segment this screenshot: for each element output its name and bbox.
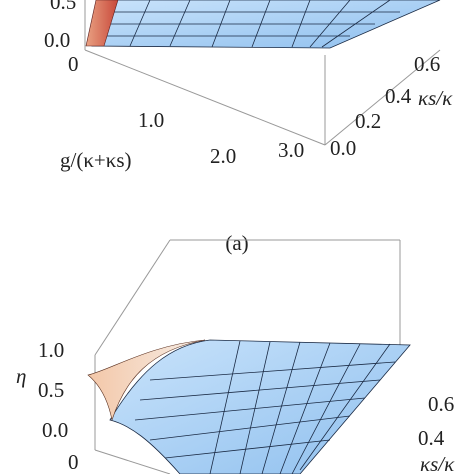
- panel-b: η 1.0 0.5 0.0 0 0.4 0.6 κs/κ: [16, 239, 455, 474]
- box-edge: [94, 449, 171, 474]
- z-axis-label: η: [16, 364, 26, 388]
- y-axis-label: κs/κ: [420, 452, 455, 474]
- box-edge: [84, 49, 326, 146]
- surface-rise: [87, 339, 206, 422]
- y-axis-label: κs/κ: [418, 86, 453, 110]
- z-tick-label: 0.0: [42, 418, 68, 442]
- box-edge: [94, 239, 171, 356]
- surface-peak: [85, 0, 119, 47]
- box-edge: [324, 49, 441, 146]
- x-tick-label: 2.0: [210, 144, 236, 168]
- y-tick-label: 0.2: [355, 109, 381, 133]
- x-tick-label: 0: [68, 450, 79, 474]
- surface-mesh: [134, 340, 396, 474]
- x-tick-label: 1.0: [138, 108, 164, 132]
- caption: (a): [225, 231, 248, 255]
- y-tick-label: 0.6: [428, 392, 454, 416]
- x-tick-label: 0: [68, 52, 79, 76]
- z-tick-label: 1.0: [38, 338, 64, 362]
- x-tick-label: 3.0: [278, 138, 304, 162]
- surface: [109, 339, 411, 474]
- y-tick-label: 0.4: [418, 426, 445, 450]
- y-tick-label: 0.6: [414, 52, 440, 76]
- x-axis-label: g/(κ+κs): [60, 148, 132, 172]
- panel-a: 0.5 0.0 0 1.0 2.0 3.0 g/(κ+κs) 0.0 0.2 0…: [44, 0, 453, 255]
- z-tick-label: 0.5: [50, 0, 76, 14]
- y-tick-label: 0.4: [385, 84, 412, 108]
- surface-mesh: [96, 0, 400, 48]
- z-tick-label: 0.5: [38, 378, 64, 402]
- y-tick-label: 0.0: [330, 136, 356, 160]
- z-tick-label: 0.0: [44, 28, 70, 52]
